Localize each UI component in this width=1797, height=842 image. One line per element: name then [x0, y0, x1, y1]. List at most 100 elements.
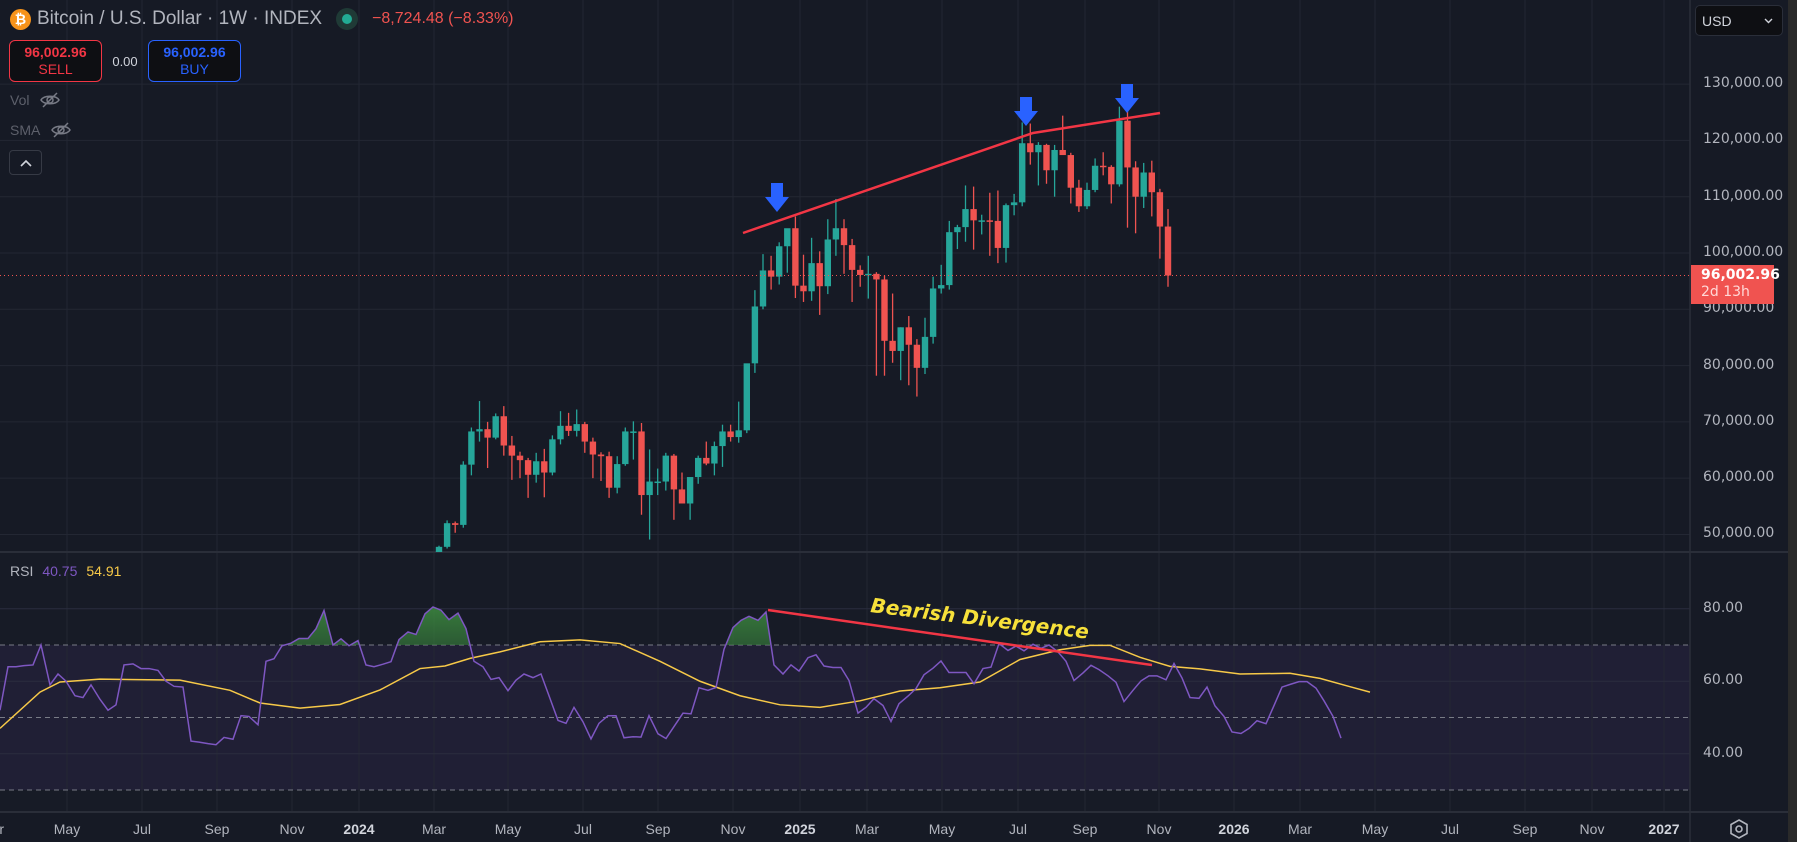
time-tick: Jul — [1009, 821, 1027, 837]
time-tick: 2026 — [1218, 821, 1250, 837]
candle-body — [978, 220, 985, 222]
time-tick: Jul — [1441, 821, 1459, 837]
candle-body — [1156, 192, 1164, 227]
candle-body — [1019, 143, 1026, 203]
candle-body — [848, 245, 856, 270]
buy-price: 96,002.96 — [163, 44, 226, 60]
candle-body — [1116, 120, 1123, 185]
candle-body — [938, 285, 945, 289]
indicator-sma[interactable]: SMA — [10, 122, 72, 138]
candle-body — [1067, 155, 1074, 188]
rsi-tick: 80.00 — [1703, 599, 1744, 616]
price-tick: 130,000.00 — [1703, 75, 1784, 92]
currency-value: USD — [1702, 12, 1732, 29]
sell-button[interactable]: 96,002.96 SELL — [9, 40, 102, 82]
time-tick: May — [494, 821, 522, 837]
candle-body — [662, 455, 669, 482]
symbol-header[interactable]: ₿ Bitcoin / U.S. Dollar · 1W · INDEX −8,… — [10, 8, 514, 30]
candle-body — [460, 464, 467, 525]
time-tick: Sep — [1072, 821, 1098, 837]
window-edge — [1788, 0, 1797, 842]
sell-price: 96,002.96 — [24, 44, 87, 60]
rsi-tick: 60.00 — [1703, 672, 1744, 689]
candle-body — [1108, 166, 1115, 185]
candle-body — [800, 285, 807, 292]
candle-body — [792, 228, 799, 286]
eye-off-icon[interactable] — [50, 122, 72, 138]
candle-body — [727, 431, 734, 438]
chevron-up-icon — [19, 159, 32, 167]
candle-body — [954, 227, 961, 233]
candle-body — [897, 327, 904, 351]
time-tick: Mar — [0, 821, 5, 837]
currency-select[interactable]: USD — [1695, 5, 1783, 36]
candle-body — [905, 327, 912, 345]
time-tick: Mar — [1287, 821, 1313, 837]
candle-body — [654, 481, 661, 484]
gear-icon[interactable] — [1728, 818, 1750, 840]
time-tick: May — [53, 821, 81, 837]
candle-body — [1051, 149, 1058, 171]
candle-body — [500, 416, 507, 446]
rsi-ma-line — [0, 639, 1371, 729]
candle-body — [1075, 187, 1083, 207]
candle-body — [1140, 172, 1147, 197]
time-tick: Nov — [720, 821, 746, 837]
candle-body — [630, 431, 637, 433]
candle-body — [719, 431, 726, 447]
candle-body — [605, 456, 613, 488]
candle-body — [614, 464, 621, 488]
candle-body — [484, 429, 491, 438]
candle-body — [565, 425, 572, 431]
candle-body — [541, 461, 548, 473]
candle-body — [913, 344, 921, 368]
candle-body — [1132, 167, 1139, 197]
candle-body — [767, 270, 775, 277]
candles — [435, 105, 1172, 552]
candle-body — [1091, 165, 1099, 190]
collapse-legend-button[interactable] — [9, 150, 42, 175]
candle-body — [921, 336, 929, 368]
eye-off-icon[interactable] — [39, 92, 61, 108]
candle-body — [686, 477, 694, 504]
candle-body — [468, 431, 475, 465]
last-price-value: 96,002.96 — [1701, 267, 1780, 283]
price-tick: 100,000.00 — [1703, 244, 1784, 260]
candle-body — [840, 228, 848, 246]
candle-body — [622, 431, 629, 465]
time-tick: Nov — [1146, 821, 1172, 837]
spread-value: 0.00 — [112, 53, 138, 69]
candle-body — [557, 425, 564, 440]
time-tick: May — [928, 821, 956, 837]
candle-body — [646, 481, 653, 496]
time-tick: Nov — [279, 821, 305, 837]
candle-body — [946, 232, 953, 286]
candle-body — [492, 416, 499, 438]
candle-body — [986, 220, 993, 222]
candle-body — [1083, 189, 1091, 207]
candle-body — [1035, 144, 1042, 153]
time-tick: Jul — [133, 821, 151, 837]
rsi-legend[interactable]: RSI 40.75 54.91 — [10, 563, 121, 579]
indicator-vol[interactable]: Vol — [10, 92, 61, 108]
candle-body — [776, 246, 783, 277]
candle-body — [508, 445, 516, 456]
candle-body — [751, 306, 759, 364]
time-tick: 2027 — [1648, 821, 1680, 837]
candle-body — [1027, 143, 1034, 153]
candle-body — [1002, 205, 1010, 248]
sell-label: SELL — [38, 61, 73, 77]
rsi-value: 40.75 — [42, 563, 78, 579]
last-price-label: 96,002.96 2d 13h — [1691, 265, 1780, 304]
chevron-down-icon — [1764, 18, 1773, 23]
price-change: −8,724.48 (−8.33%) — [372, 10, 514, 27]
candle-body — [784, 228, 791, 247]
candle-body — [695, 457, 702, 478]
buy-button[interactable]: 96,002.96 BUY — [148, 40, 241, 82]
divergence-trendline — [767, 608, 1153, 667]
indicator-sma-label: SMA — [10, 122, 41, 138]
candle-body — [597, 454, 605, 457]
candle-body — [735, 430, 742, 438]
down-arrow-icon — [765, 183, 789, 212]
